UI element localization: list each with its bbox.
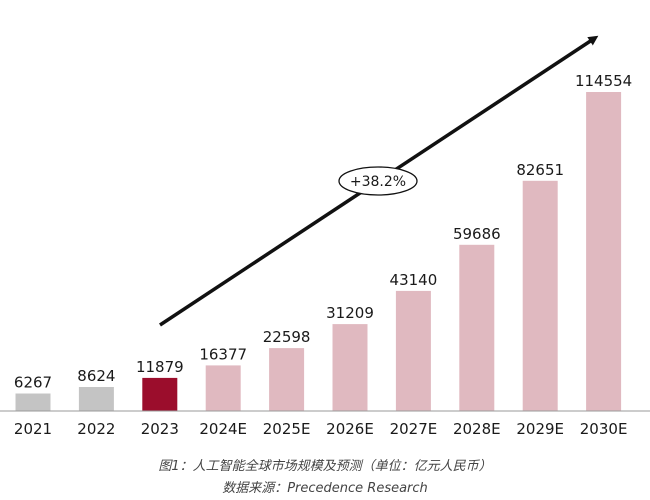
- value-label-2022: 8624: [77, 367, 115, 385]
- value-label-2021: 6267: [14, 374, 52, 392]
- bars-layer: [15, 92, 622, 411]
- value-label-2026E: 31209: [326, 304, 374, 322]
- x-tick-label-2023: 2023: [141, 420, 179, 438]
- value-label-2030E: 114554: [575, 72, 632, 90]
- cagr-annotation-ellipse: [338, 166, 418, 196]
- value-label-2028E: 59686: [453, 225, 501, 243]
- bar-2028E: [459, 244, 495, 411]
- figure-caption-source: 数据来源：Precedence Research: [222, 481, 428, 496]
- x-tick-label-2027E: 2027E: [390, 420, 438, 438]
- value-label-2023: 11879: [136, 358, 184, 376]
- x-tick-label-2021: 2021: [14, 420, 52, 438]
- x-tick-label-2022: 2022: [77, 420, 115, 438]
- value-label-2024E: 16377: [199, 345, 247, 363]
- bar-2025E: [269, 348, 305, 411]
- value-label-2029E: 82651: [516, 161, 564, 179]
- x-tick-label-2026E: 2026E: [326, 420, 374, 438]
- bar-2022: [78, 387, 114, 411]
- bar-2030E: [586, 92, 622, 411]
- value-labels-layer: 6267 8624 11879 16377 22598 31209 43140 59686 82…: [14, 72, 632, 392]
- x-tick-label-2025E: 2025E: [263, 420, 311, 438]
- x-tick-label-2030E: 2030E: [580, 420, 628, 438]
- bar-2024E: [205, 365, 241, 411]
- bar-2029E: [522, 180, 558, 411]
- value-label-2025E: 22598: [263, 328, 311, 346]
- x-tick-label-2024E: 2024E: [199, 420, 247, 438]
- bar-2027E: [395, 290, 431, 411]
- cagr-annotation-text: +38.2%: [350, 174, 406, 190]
- x-tick-label-2028E: 2028E: [453, 420, 501, 438]
- x-tick-label-2029E: 2029E: [516, 420, 564, 438]
- bar-2023: [142, 377, 178, 411]
- market-size-bar-chart: 6267 8624 11879 16377 22598 31209 43140 59686 82…: [0, 35, 650, 438]
- figure-caption-title: 图1：人工智能全球市场规模及预测（单位：亿元人民币）: [158, 459, 492, 474]
- bar-2021: [15, 393, 51, 411]
- value-label-2027E: 43140: [390, 271, 438, 289]
- bar-2026E: [332, 324, 368, 411]
- tick-labels-layer: 2021 2022 2023 2024E 2025E 2026E 2027E 2028E 202…: [14, 420, 628, 438]
